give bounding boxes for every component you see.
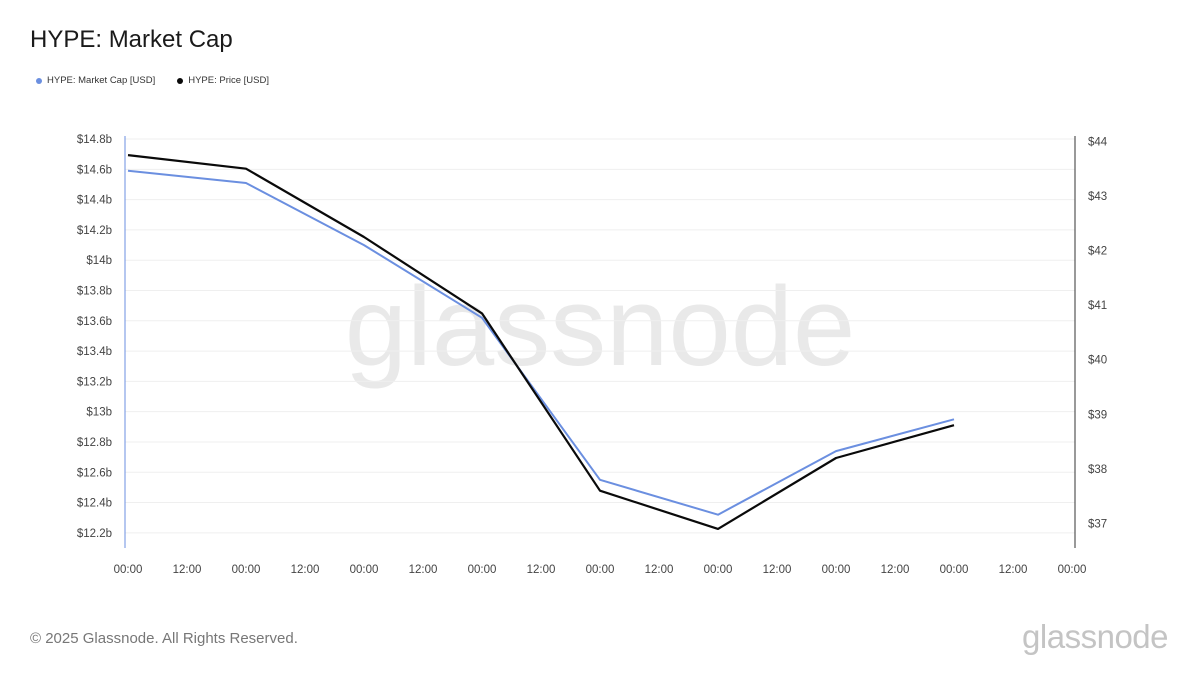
x-tick-label: 00:00	[232, 564, 261, 576]
chart-watermark: glassnode	[345, 264, 856, 389]
y-left-tick-label: $13.4b	[77, 346, 112, 358]
y-left-tick-label: $14.6b	[77, 164, 112, 176]
y-right-tick-label: $42	[1088, 246, 1107, 258]
left-axis-ticks: $12.2b $12.4b $12.6b $12.8b $13b $13.2b $13.4b…	[77, 134, 112, 540]
x-axis-ticks: 00:00 12:00 00:00 12:00 00:00 12:00 00:00 12:00…	[114, 564, 1087, 576]
x-tick-label: 00:00	[350, 564, 379, 576]
y-left-tick-label: $14.2b	[77, 225, 112, 237]
x-tick-label: 12:00	[173, 564, 202, 576]
x-tick-label: 00:00	[704, 564, 733, 576]
series-line-price	[127, 154, 955, 531]
y-right-tick-label: $41	[1088, 300, 1107, 312]
y-right-tick-label: $39	[1088, 409, 1107, 421]
y-right-tick-label: $37	[1088, 518, 1107, 530]
x-tick-label: 00:00	[1058, 564, 1087, 576]
legend-item-price[interactable]: HYPE: Price [USD]	[177, 75, 269, 86]
x-tick-label: 12:00	[999, 564, 1028, 576]
y-left-tick-label: $14b	[86, 255, 112, 267]
y-left-tick-label: $13.8b	[77, 286, 112, 298]
grid-lines	[125, 138, 1075, 534]
y-right-tick-label: $38	[1088, 464, 1107, 476]
legend-label-market-cap: HYPE: Market Cap [USD]	[47, 75, 156, 86]
legend: HYPE: Market Cap [USD] HYPE: Price [USD]	[36, 75, 269, 86]
copyright-text: © 2025 Glassnode. All Rights Reserved.	[30, 630, 298, 647]
chart-title: HYPE: Market Cap	[30, 26, 233, 53]
x-tick-label: 12:00	[881, 564, 910, 576]
y-left-tick-label: $14.8b	[77, 134, 112, 146]
glassnode-logo: glassnode	[1022, 618, 1168, 655]
series-lines	[127, 154, 955, 531]
x-tick-label: 00:00	[468, 564, 497, 576]
legend-label-price: HYPE: Price [USD]	[188, 75, 270, 86]
x-tick-label: 12:00	[527, 564, 556, 576]
right-axis-ticks: $37 $38 $39 $40 $41 $42 $43 $44	[1088, 136, 1108, 530]
x-tick-label: 00:00	[822, 564, 851, 576]
y-left-tick-label: $12.8b	[77, 437, 112, 449]
y-left-tick-label: $14.4b	[77, 195, 112, 207]
y-left-tick-label: $12.2b	[77, 528, 112, 540]
x-tick-label: 12:00	[291, 564, 320, 576]
y-right-tick-label: $40	[1088, 355, 1107, 367]
y-left-tick-label: $13.6b	[77, 316, 112, 328]
legend-item-market-cap[interactable]: HYPE: Market Cap [USD]	[36, 75, 155, 86]
y-left-tick-label: $12.6b	[77, 467, 112, 479]
x-tick-label: 12:00	[645, 564, 674, 576]
x-tick-label: 00:00	[586, 564, 615, 576]
y-right-tick-label: $44	[1088, 136, 1108, 148]
chart-area: glassnode $12.2b$12.4b$12.6b$12.8b$13b$1…	[77, 134, 1108, 576]
x-tick-label: 00:00	[940, 564, 969, 576]
y-left-tick-label: $12.4b	[77, 498, 112, 510]
y-left-tick-label: $13b	[86, 407, 112, 419]
x-tick-label: 00:00	[114, 564, 143, 576]
x-tick-label: 12:00	[409, 564, 438, 576]
x-tick-label: 12:00	[763, 564, 792, 576]
series-line-market-cap	[127, 169, 955, 516]
y-left-tick-label: $13.2b	[77, 376, 112, 388]
legend-dot-price	[177, 77, 184, 84]
y-right-tick-label: $43	[1088, 191, 1107, 203]
legend-dot-market-cap	[36, 77, 42, 84]
